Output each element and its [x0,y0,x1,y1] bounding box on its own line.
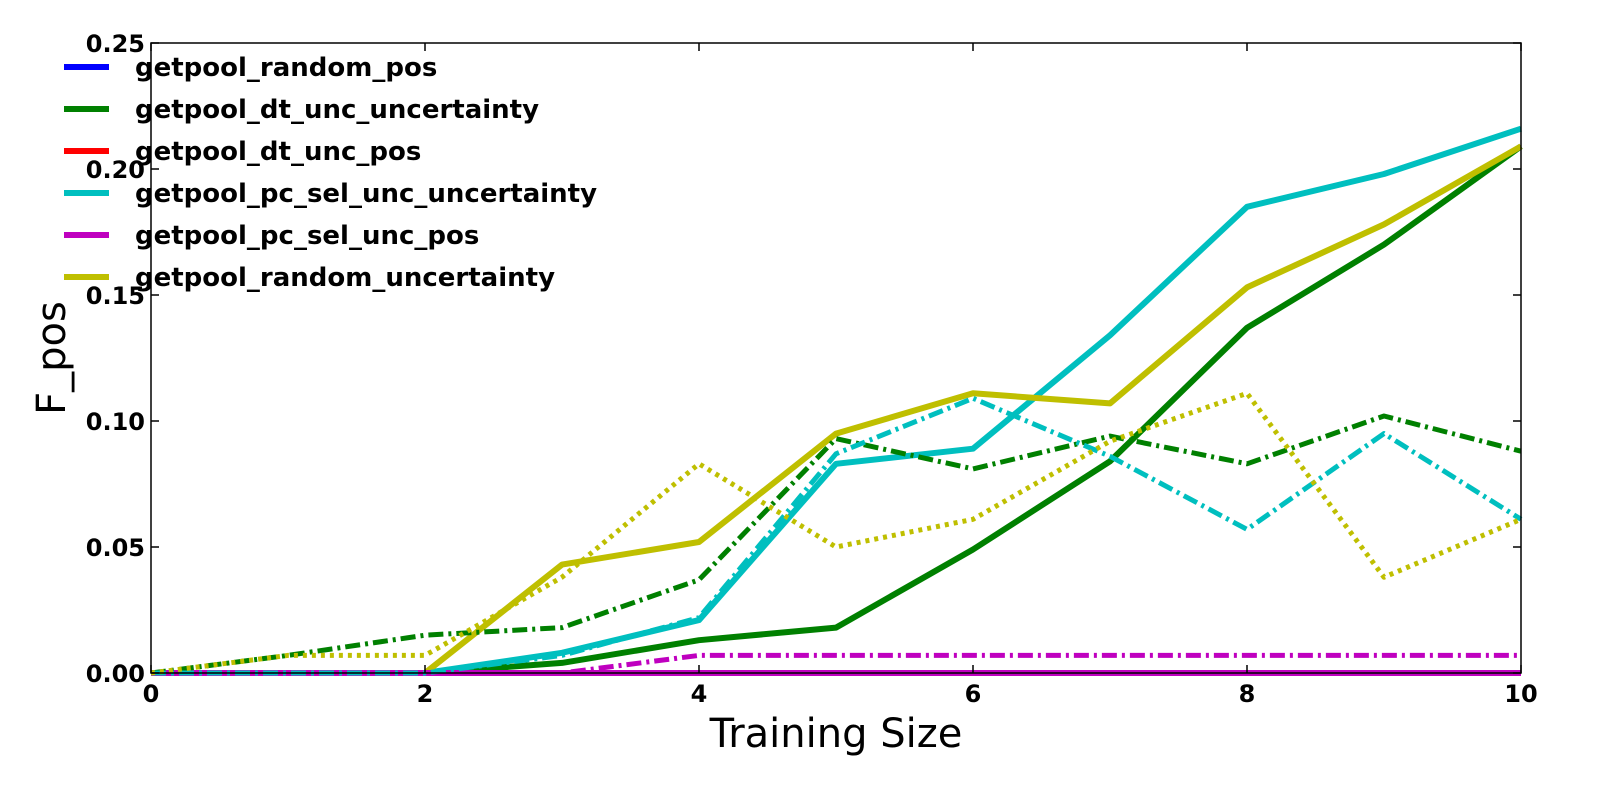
legend-entry-label: getpool_dt_unc_uncertainty [135,95,539,125]
legend: getpool_random_pos getpool_dt_unc_uncerta… [64,53,597,293]
x-tick-label: 4 [691,680,708,708]
y-tick-label: 0.25 [86,30,145,58]
x-tick-label: 0 [143,680,160,708]
y-tick-label: 0.15 [86,282,145,310]
y-tick-label: 0.05 [86,534,145,562]
y-tick-label: 0.00 [86,660,145,688]
series-line-9 [150,390,1522,676]
series-line-8 [151,395,1523,676]
plot-lines [150,125,1523,676]
legend-entry-label: getpool_pc_sel_unc_pos [135,221,479,251]
series-line-3 [151,125,1522,676]
legend-entry-label: getpool_random_pos [135,53,437,83]
legend-entry-label: getpool_random_uncertainty [135,263,555,293]
y-tick-label: 0.10 [86,408,145,436]
x-tick-label: 2 [417,680,434,708]
legend-entry-label: getpool_pc_sel_unc_uncertainty [135,179,597,209]
x-axis-label: Training Size [709,711,963,757]
plot-frame [150,42,1522,674]
x-tick-label: 8 [1239,680,1256,708]
series-line-7 [150,413,1522,676]
legend-entry-label: getpool_dt_unc_pos [135,137,421,167]
x-tick-label: 10 [1504,680,1537,708]
y-tick-label: 0.20 [86,156,145,184]
y-axis-label: F_pos [29,301,75,415]
axis-ticks [150,42,1522,674]
x-tick-label: 6 [965,680,982,708]
tick-labels: 0 2 4 6 8 10 0.00 0.05 0.10 0.15 0.20 0.25 [86,30,1538,708]
